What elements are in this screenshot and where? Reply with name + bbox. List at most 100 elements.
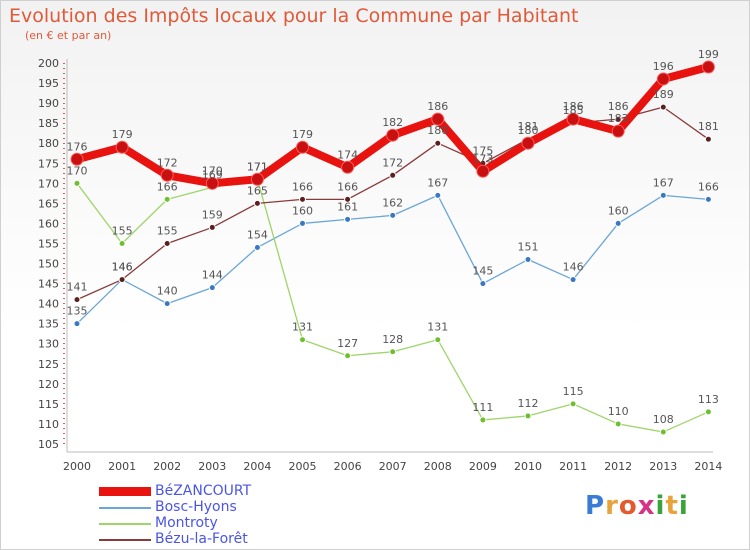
x-tick-label: 2000 [63,460,91,473]
data-label: 186 [608,100,629,113]
data-point [163,300,171,308]
legend-label: Bosc-Hyons [155,499,237,515]
data-label: 141 [67,281,88,294]
data-point [389,348,397,356]
x-tick-label: 2013 [649,460,677,473]
x-tick-label: 2014 [694,460,722,473]
data-point [70,152,84,166]
data-point [659,103,667,111]
legend-label: Bézu-la-Forêt [155,531,248,547]
data-label: 115 [563,385,584,398]
data-label: 145 [472,265,493,278]
data-label: 155 [157,224,178,237]
y-tick-label: 170 [38,177,59,190]
data-label: 160 [292,204,313,217]
y-tick-label: 135 [38,318,59,331]
data-point [386,128,400,142]
data-label: 159 [202,208,223,221]
data-label: 179 [112,128,133,141]
data-point [704,135,712,143]
x-tick-label: 2001 [108,460,136,473]
data-label: 170 [67,164,88,177]
data-point [344,195,352,203]
data-label: 146 [112,261,133,274]
data-label: 155 [112,224,133,237]
y-tick-label: 180 [38,137,59,150]
data-label: 181 [698,120,719,133]
data-label: 180 [427,124,448,137]
logo-letter: i [678,491,689,521]
data-label: 173 [472,152,493,165]
x-tick-label: 2010 [514,460,542,473]
logo-letter: i [655,491,666,521]
data-label: 186 [563,100,584,113]
data-point [569,400,577,408]
data-label: 112 [518,397,539,410]
legend-item: Bézu-la-Forêt [99,531,339,547]
data-label: 167 [427,176,448,189]
data-label: 171 [247,160,268,173]
data-label: 170 [202,164,223,177]
x-tick-label: 2004 [243,460,271,473]
data-point [389,171,397,179]
data-label: 166 [698,180,719,193]
data-label: 186 [427,100,448,113]
legend-label: Montroty [155,515,218,531]
data-point [73,179,81,187]
data-point [163,239,171,247]
data-point [524,256,532,264]
y-tick-label: 200 [38,57,59,70]
y-tick-label: 120 [38,378,59,391]
data-label: 144 [202,269,223,282]
legend-item: Bosc-Hyons [99,499,339,515]
data-label: 154 [247,228,268,241]
data-label: 160 [608,204,629,217]
x-tick-label: 2011 [559,460,587,473]
data-point [115,140,129,154]
data-point [299,219,306,227]
y-tick-label: 190 [38,97,59,110]
data-point [569,276,577,284]
legend-item: Montroty [99,515,339,531]
y-tick-label: 125 [38,358,59,371]
data-point [524,412,532,420]
y-tick-label: 140 [38,298,59,311]
data-point [253,243,261,251]
data-point [344,352,352,360]
data-label: 180 [518,124,539,137]
chart-subtitle: (en € et par an) [25,29,112,42]
y-tick-label: 130 [38,338,59,351]
data-point [296,140,309,154]
data-point [614,219,622,227]
data-label: 176 [67,140,88,153]
data-point [656,72,670,86]
data-point [163,195,171,203]
data-point [208,223,216,231]
data-label: 166 [337,180,358,193]
data-label: 169 [202,168,223,181]
data-label: 111 [472,401,493,414]
legend-label: BéZANCOURT [155,483,252,499]
y-tick-label: 195 [38,77,59,90]
data-point [611,124,625,138]
x-tick-label: 2008 [424,460,452,473]
data-labels-layer: 135 146 140 144 154 160 161 162 167 145 151 146 160 1… [67,48,719,426]
y-tick-label: 160 [38,217,59,230]
data-point [614,420,622,428]
legend-swatch [99,487,151,496]
data-label: 161 [337,200,358,213]
data-label: 174 [337,148,358,161]
data-label: 182 [382,116,403,129]
x-tick-label: 2007 [379,460,407,473]
data-label: 172 [382,156,403,169]
data-label: 199 [698,48,719,61]
data-point [704,408,712,416]
y-tick-label: 185 [38,117,59,130]
logo-letter: r [605,491,619,521]
data-label: 113 [698,393,719,406]
data-label: 183 [608,112,629,125]
data-point [299,336,306,344]
series-layer [70,60,715,436]
